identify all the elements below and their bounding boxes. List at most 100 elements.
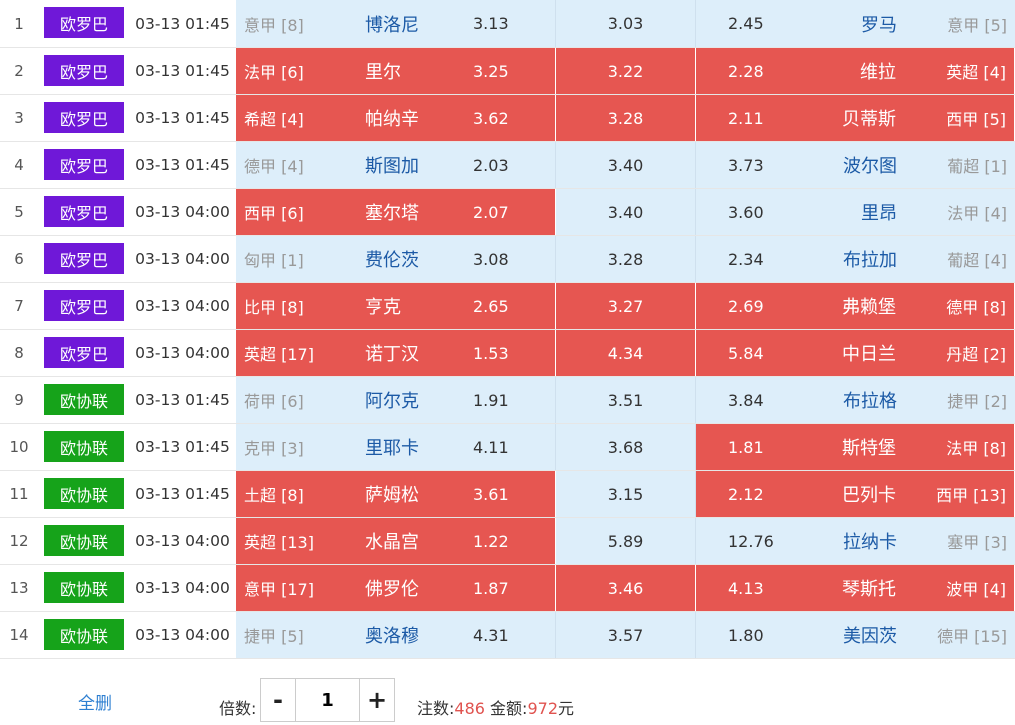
home-league-rank: 意甲 [17] [244, 580, 314, 599]
home-win-option[interactable]: 意甲 [8] 博洛尼 3.13 [236, 0, 556, 47]
home-win-option[interactable]: 荷甲 [6] 阿尔克 1.91 [236, 377, 556, 423]
away-win-option[interactable]: 2.12 巴列卡 西甲 [13] [696, 471, 1015, 517]
away-win-option[interactable]: 3.60 里昂 法甲 [4] [696, 189, 1015, 235]
away-league-rank: 英超 [4] [946, 63, 1006, 82]
match-index: 2 [14, 62, 24, 80]
multiplier-decrease-button[interactable]: - [260, 678, 296, 722]
match-time: 03-13 01:45 [135, 485, 230, 503]
away-win-odds: 2.34 [728, 249, 764, 269]
away-win-option[interactable]: 5.84 中日兰 丹超 [2] [696, 330, 1015, 376]
home-win-option[interactable]: 匈甲 [1] 费伦茨 3.08 [236, 236, 556, 282]
home-win-option[interactable]: 克甲 [3] 里耶卡 4.11 [236, 424, 556, 470]
competition-badge: 欧协联 [44, 572, 124, 603]
home-win-option[interactable]: 比甲 [8] 亨克 2.65 [236, 283, 556, 329]
away-team-name: 波尔图 [843, 156, 897, 177]
draw-option[interactable]: 3.40 [556, 189, 696, 235]
competition-badge: 欧罗巴 [44, 102, 124, 133]
draw-option[interactable]: 3.28 [556, 95, 696, 141]
draw-odds: 3.03 [607, 14, 644, 33]
draw-option[interactable]: 4.34 [556, 330, 696, 376]
away-win-option[interactable]: 12.76 拉纳卡 塞甲 [3] [696, 518, 1015, 564]
away-league-rank: 意甲 [5] [947, 15, 1007, 35]
away-team-name: 美因茨 [843, 626, 897, 647]
match-index: 14 [9, 626, 29, 644]
away-league-rank: 德甲 [15] [937, 627, 1007, 646]
home-win-odds: 3.13 [473, 14, 509, 33]
home-win-option[interactable]: 土超 [8] 萨姆松 3.61 [236, 471, 556, 517]
competition-badge: 欧协联 [44, 478, 124, 509]
draw-option[interactable]: 3.28 [556, 236, 696, 282]
home-win-option[interactable]: 英超 [17] 诺丁汉 1.53 [236, 330, 556, 376]
away-win-option[interactable]: 2.34 布拉加 葡超 [4] [696, 236, 1015, 282]
draw-option[interactable]: 3.46 [556, 565, 696, 611]
match-index: 10 [9, 438, 29, 456]
draw-option[interactable]: 3.68 [556, 424, 696, 470]
away-win-option[interactable]: 3.73 波尔图 葡超 [1] [696, 142, 1015, 188]
away-league-rank: 捷甲 [2] [947, 392, 1007, 411]
home-team-name: 塞尔塔 [365, 203, 419, 224]
away-win-option[interactable]: 2.28 维拉 英超 [4] [696, 48, 1015, 94]
draw-option[interactable]: 3.27 [556, 283, 696, 329]
home-team-name: 费伦茨 [365, 250, 419, 271]
multiplier-increase-button[interactable]: + [359, 678, 395, 722]
home-team-name: 诺丁汉 [365, 344, 419, 365]
home-win-option[interactable]: 捷甲 [5] 奥洛穆 4.31 [236, 612, 556, 658]
match-index: 11 [9, 485, 29, 503]
away-win-odds: 12.76 [728, 531, 774, 551]
match-time: 03-13 01:45 [135, 62, 230, 80]
draw-option[interactable]: 3.51 [556, 377, 696, 423]
home-team-name: 帕纳辛 [365, 109, 419, 130]
draw-option[interactable]: 3.03 [556, 0, 696, 47]
match-index: 5 [14, 203, 24, 221]
away-win-option[interactable]: 4.13 琴斯托 波甲 [4] [696, 565, 1015, 611]
home-win-option[interactable]: 德甲 [4] 斯图加 2.03 [236, 142, 556, 188]
away-win-odds: 2.12 [728, 484, 764, 504]
draw-option[interactable]: 5.89 [556, 518, 696, 564]
match-index: 4 [14, 156, 24, 174]
away-win-option[interactable]: 2.45 罗马 意甲 [5] [696, 0, 1015, 47]
match-time: 03-13 01:45 [135, 438, 230, 456]
home-win-option[interactable]: 英超 [13] 水晶宫 1.22 [236, 518, 556, 564]
home-win-option[interactable]: 希超 [4] 帕纳辛 3.62 [236, 95, 556, 141]
bets-count: 486 [454, 699, 485, 718]
match-index: 7 [14, 297, 24, 315]
away-win-odds: 2.69 [728, 296, 764, 316]
away-win-option[interactable]: 3.84 布拉格 捷甲 [2] [696, 377, 1015, 423]
home-win-odds: 2.07 [473, 202, 509, 222]
draw-option[interactable]: 3.22 [556, 48, 696, 94]
away-league-rank: 丹超 [2] [946, 345, 1006, 364]
draw-option[interactable]: 3.40 [556, 142, 696, 188]
home-league-rank: 英超 [13] [244, 533, 314, 552]
away-win-odds: 2.28 [728, 61, 764, 81]
match-row: 2 欧罗巴 03-13 01:45 法甲 [6] 里尔 3.25 3.22 2.28 维拉 英超 … [0, 48, 1015, 95]
competition-badge: 欧罗巴 [44, 7, 124, 38]
away-win-odds: 2.11 [728, 108, 764, 128]
away-win-option[interactable]: 1.81 斯特堡 法甲 [8] [696, 424, 1015, 470]
draw-option[interactable]: 3.15 [556, 471, 696, 517]
competition-badge: 欧协联 [44, 525, 124, 556]
home-team-name: 斯图加 [365, 156, 419, 177]
match-time: 03-13 04:00 [135, 297, 230, 315]
draw-odds: 4.34 [607, 343, 644, 363]
away-league-rank: 法甲 [8] [946, 439, 1006, 458]
away-win-option[interactable]: 2.69 弗赖堡 德甲 [8] [696, 283, 1015, 329]
home-league-rank: 荷甲 [6] [244, 392, 304, 411]
clear-all-link[interactable]: 全删 [78, 694, 112, 714]
competition-badge: 欧罗巴 [44, 196, 124, 227]
away-win-odds: 4.13 [728, 578, 764, 598]
away-win-option[interactable]: 1.80 美因茨 德甲 [15] [696, 612, 1015, 658]
home-win-option[interactable]: 西甲 [6] 塞尔塔 2.07 [236, 189, 556, 235]
match-row: 8 欧罗巴 03-13 04:00 英超 [17] 诺丁汉 1.53 4.34 5.84 中日兰… [0, 330, 1015, 377]
away-league-rank: 西甲 [5] [946, 110, 1006, 129]
away-win-odds: 3.73 [728, 155, 764, 175]
multiplier-input[interactable] [296, 678, 359, 722]
home-win-odds: 1.53 [473, 343, 509, 363]
home-win-option[interactable]: 意甲 [17] 佛罗伦 1.87 [236, 565, 556, 611]
draw-odds: 3.28 [607, 108, 644, 128]
amount-label: 金额: [490, 699, 528, 718]
draw-option[interactable]: 3.57 [556, 612, 696, 658]
away-win-option[interactable]: 2.11 贝蒂斯 西甲 [5] [696, 95, 1015, 141]
match-row: 11 欧协联 03-13 01:45 土超 [8] 萨姆松 3.61 3.15 2.12 巴列卡… [0, 471, 1015, 518]
away-team-name: 中日兰 [842, 344, 896, 365]
home-win-option[interactable]: 法甲 [6] 里尔 3.25 [236, 48, 556, 94]
